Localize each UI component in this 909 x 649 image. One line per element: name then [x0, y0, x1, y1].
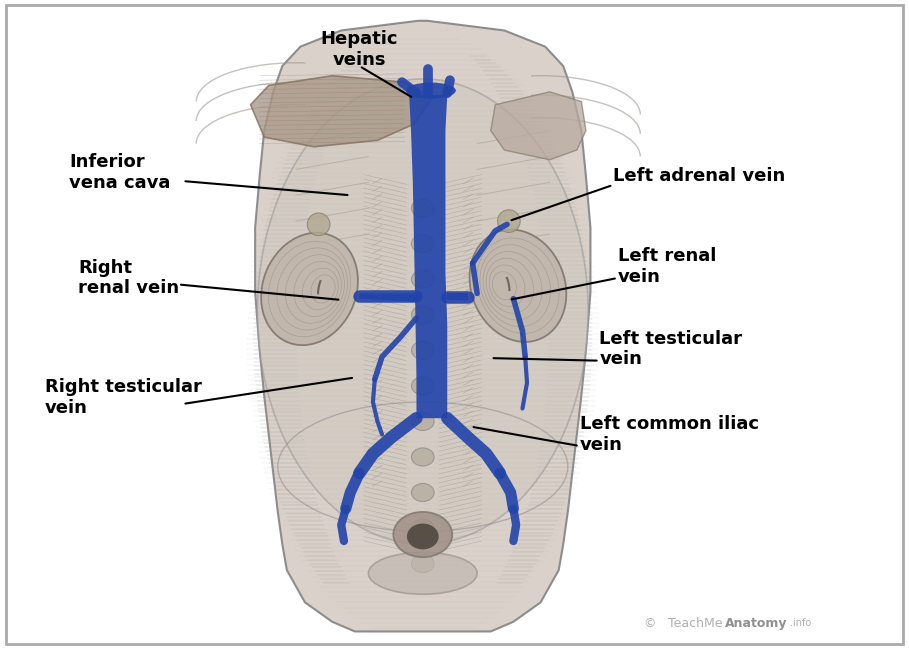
Ellipse shape	[406, 82, 455, 99]
Text: TeachMe: TeachMe	[668, 617, 723, 630]
Text: Anatomy: Anatomy	[724, 617, 787, 630]
Text: Left renal
vein: Left renal vein	[617, 247, 716, 286]
Polygon shape	[491, 92, 586, 160]
Ellipse shape	[412, 377, 435, 395]
Polygon shape	[359, 293, 416, 302]
Ellipse shape	[412, 484, 435, 502]
Ellipse shape	[412, 554, 435, 572]
Ellipse shape	[261, 233, 358, 345]
Ellipse shape	[412, 412, 435, 430]
Text: Right
renal vein: Right renal vein	[78, 258, 180, 297]
Ellipse shape	[412, 341, 435, 360]
Text: .info: .info	[790, 618, 811, 628]
Ellipse shape	[412, 270, 435, 288]
Polygon shape	[409, 95, 447, 418]
Ellipse shape	[497, 210, 520, 232]
Text: Left testicular
vein: Left testicular vein	[600, 330, 743, 369]
Text: ©: ©	[643, 617, 655, 630]
Ellipse shape	[412, 235, 435, 252]
Ellipse shape	[368, 552, 477, 594]
Ellipse shape	[412, 519, 435, 537]
Ellipse shape	[412, 306, 435, 324]
Text: Hepatic
veins: Hepatic veins	[321, 31, 398, 69]
Text: Left common iliac
vein: Left common iliac vein	[580, 415, 758, 454]
Text: Left adrenal vein: Left adrenal vein	[613, 167, 785, 185]
Ellipse shape	[307, 213, 330, 236]
Ellipse shape	[407, 524, 439, 550]
Ellipse shape	[412, 448, 435, 466]
Polygon shape	[447, 293, 468, 300]
Ellipse shape	[257, 79, 588, 545]
Ellipse shape	[470, 230, 566, 342]
Text: Right testicular
vein: Right testicular vein	[45, 378, 202, 417]
Ellipse shape	[394, 512, 453, 557]
Polygon shape	[251, 76, 432, 147]
Polygon shape	[255, 21, 591, 631]
Ellipse shape	[412, 199, 435, 217]
Text: Inferior
vena cava: Inferior vena cava	[69, 153, 171, 192]
